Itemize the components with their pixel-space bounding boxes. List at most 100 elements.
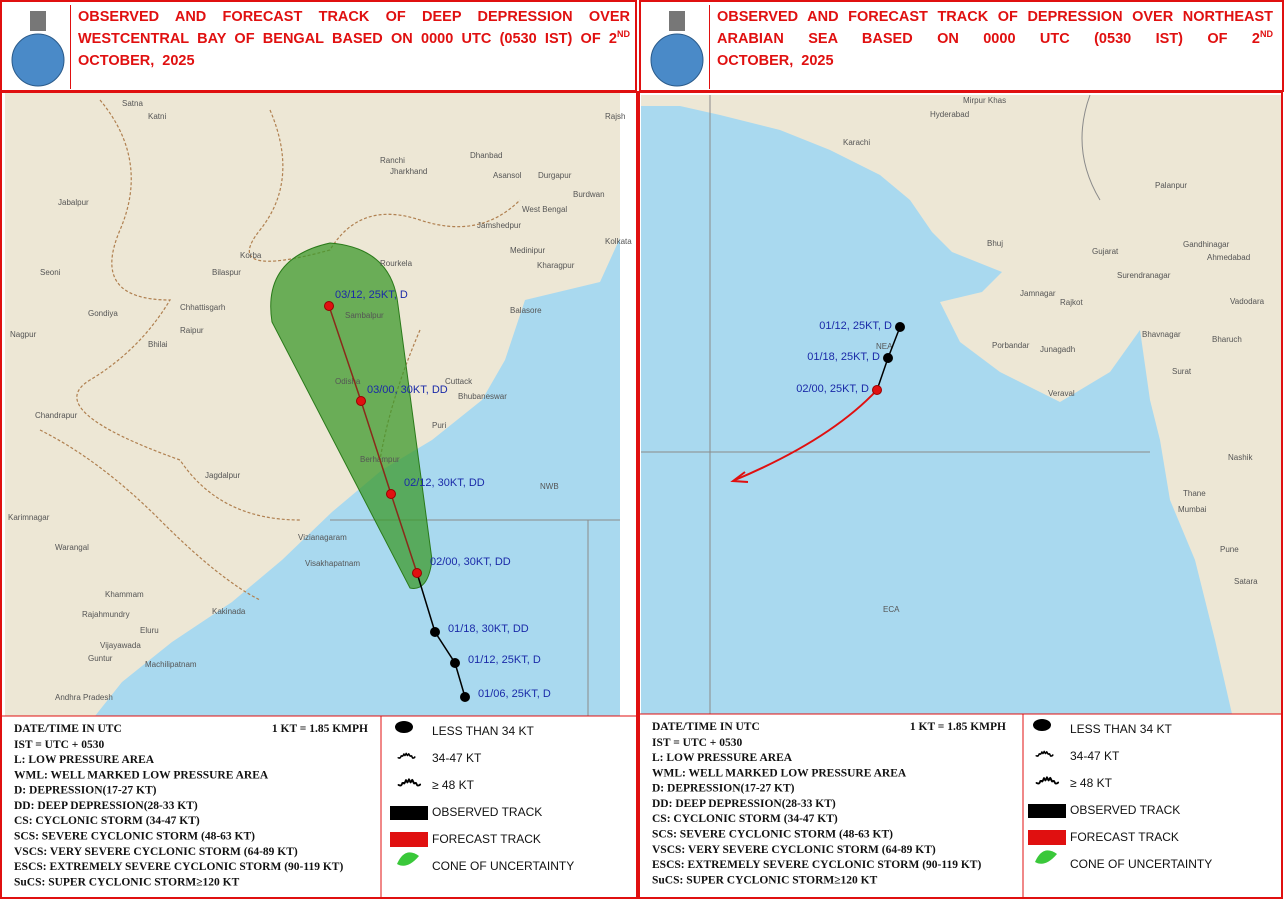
legend-abbreviation: ESCS: EXTREMELY SEVERE CYCLONIC STORM (9… (14, 861, 343, 873)
place-label: Sambalpur (345, 311, 384, 320)
land (641, 95, 1281, 714)
legend-symbol-label: LESS THAN 34 KT (1070, 722, 1172, 736)
place-label: Jharkhand (390, 167, 427, 176)
place-label: Satna (122, 99, 143, 108)
legend-symbol-label: ≥ 48 KT (1070, 776, 1113, 790)
header: OBSERVED AND FORECAST TRACK OF DEEP DEPR… (0, 0, 637, 92)
place-label: Nagpur (10, 330, 37, 339)
place-label: Puri (432, 421, 446, 430)
title-text: OBSERVED AND FORECAST TRACK OF DEEP DEPR… (78, 9, 630, 47)
legend-abbreviation: D: DEPRESSION(17-27 KT) (652, 783, 795, 795)
place-label: Ahmedabad (1207, 253, 1250, 262)
place-label: Nashik (1228, 453, 1253, 462)
place-label: Gondiya (88, 309, 118, 318)
forecast-track (328, 305, 418, 574)
track-point (883, 353, 893, 363)
place-label: Bhilai (148, 340, 168, 349)
panel-frame (638, 91, 1283, 899)
place-label: Bhubaneswar (458, 392, 507, 401)
legend-symbol (395, 721, 413, 733)
place-label: Andhra Pradesh (55, 693, 113, 702)
title-text: OBSERVED AND FORECAST TRACK OF DEPRESSIO… (717, 9, 1273, 47)
legend-symbol-label: OBSERVED TRACK (432, 805, 542, 819)
legend-symbol (397, 852, 419, 866)
place-label: Rajsh (605, 112, 625, 121)
legend-symbol (1028, 830, 1066, 845)
place-label: Karimnagar (8, 513, 50, 522)
legend-symbol-label: FORECAST TRACK (432, 832, 541, 846)
place-label: Jagdalpur (205, 471, 240, 480)
place-label: Burdwan (573, 190, 605, 199)
place-label: Mirpur Khas (963, 96, 1006, 105)
place-label: Kolkata (605, 237, 632, 246)
legend-abbreviation: SuCS: SUPER CYCLONIC STORM≥120 KT (14, 876, 240, 888)
legend-abbreviation: ESCS: EXTREMELY SEVERE CYCLONIC STORM (9… (652, 859, 981, 871)
place-label: Palanpur (1155, 181, 1187, 190)
place-label: Kakinada (212, 607, 246, 616)
legend-abbreviation: CS: CYCLONIC STORM (34-47 KT) (652, 813, 838, 825)
place-label: NEA (876, 342, 893, 351)
place-label: Thane (1183, 489, 1206, 498)
place-label: Chandrapur (35, 411, 78, 420)
place-label: Gujarat (1092, 247, 1119, 256)
legend-abbreviation: DD: DEEP DEPRESSION(28-33 KT) (14, 800, 198, 812)
place-label: Jabalpur (58, 198, 89, 207)
place-label: Medinipur (510, 246, 545, 255)
place-label: Porbandar (992, 341, 1030, 350)
track-point (324, 301, 334, 311)
place-label: Ranchi (380, 156, 405, 165)
header: OBSERVED AND FORECAST TRACK OF DEPRESSIO… (639, 0, 1284, 92)
place-label: Chhattisgarh (180, 303, 225, 312)
place-label: Rourkela (380, 259, 413, 268)
track-label: 01/18, 25KT, D (807, 351, 880, 363)
place-label: Jamnagar (1020, 289, 1056, 298)
legend-ist: IST = UTC + 0530 (14, 739, 104, 751)
track-point (412, 568, 422, 578)
legend-symbol: ෴ (397, 764, 422, 794)
emblem (650, 11, 704, 87)
place-label: Odisha (335, 377, 361, 386)
track-point (895, 322, 905, 332)
legend-heading: DATE/TIME IN UTC (652, 721, 760, 733)
legend-symbol: ෴ (1035, 762, 1060, 792)
place-label: Warangal (55, 543, 89, 552)
place-label: Bilaspur (212, 268, 241, 277)
title-sup: ND (1260, 29, 1273, 40)
place-label: Bhavnagar (1142, 330, 1181, 339)
title: OBSERVED AND FORECAST TRACK OF DEPRESSIO… (717, 6, 1273, 72)
emblem-globe (11, 33, 65, 87)
track-point (356, 396, 366, 406)
track-label: 02/00, 25KT, D (796, 383, 869, 395)
legend-abbreviation: L: LOW PRESSURE AREA (652, 752, 793, 764)
legend-abbreviation: VSCS: VERY SEVERE CYCLONIC STORM (64-89 … (14, 846, 298, 858)
legend-symbol (390, 806, 428, 820)
place-label: Pune (1220, 545, 1239, 554)
sea (95, 238, 620, 716)
legend-symbol-label: 34-47 KT (432, 751, 482, 765)
title-end: OCTOBER, 2025 (717, 53, 834, 69)
place-label: Vijayawada (100, 641, 141, 650)
track-label: 01/18, 30KT, DD (448, 623, 529, 635)
arrow-head (730, 471, 749, 483)
title-sup: ND (617, 29, 630, 40)
track-label: 02/12, 30KT, DD (404, 477, 485, 489)
legend-abbreviation: D: DEPRESSION(17-27 KT) (14, 785, 157, 797)
legend-symbol-label: 34-47 KT (1070, 749, 1120, 763)
place-label: Dhanbad (470, 151, 502, 160)
track-point (872, 385, 882, 395)
title: OBSERVED AND FORECAST TRACK OF DEEP DEPR… (78, 6, 630, 72)
legend-symbol-label: ≥ 48 KT (432, 778, 475, 792)
place-label: Surat (1172, 367, 1192, 376)
place-label: Korba (240, 251, 262, 260)
place-label: Visakhapatnam (305, 559, 360, 568)
legend-symbol-label: LESS THAN 34 KT (432, 724, 534, 738)
track-point (460, 692, 470, 702)
legend-abbreviation: WML: WELL MARKED LOW PRESSURE AREA (14, 769, 269, 781)
legend-abbreviation: DD: DEEP DEPRESSION(28-33 KT) (652, 798, 836, 810)
legend-symbol: ෴ (1035, 741, 1054, 763)
place-label: Durgapur (538, 171, 572, 180)
track-point (430, 627, 440, 637)
place-label: Jamshedpur (477, 221, 521, 230)
track-label: 01/12, 25KT, D (819, 320, 892, 332)
